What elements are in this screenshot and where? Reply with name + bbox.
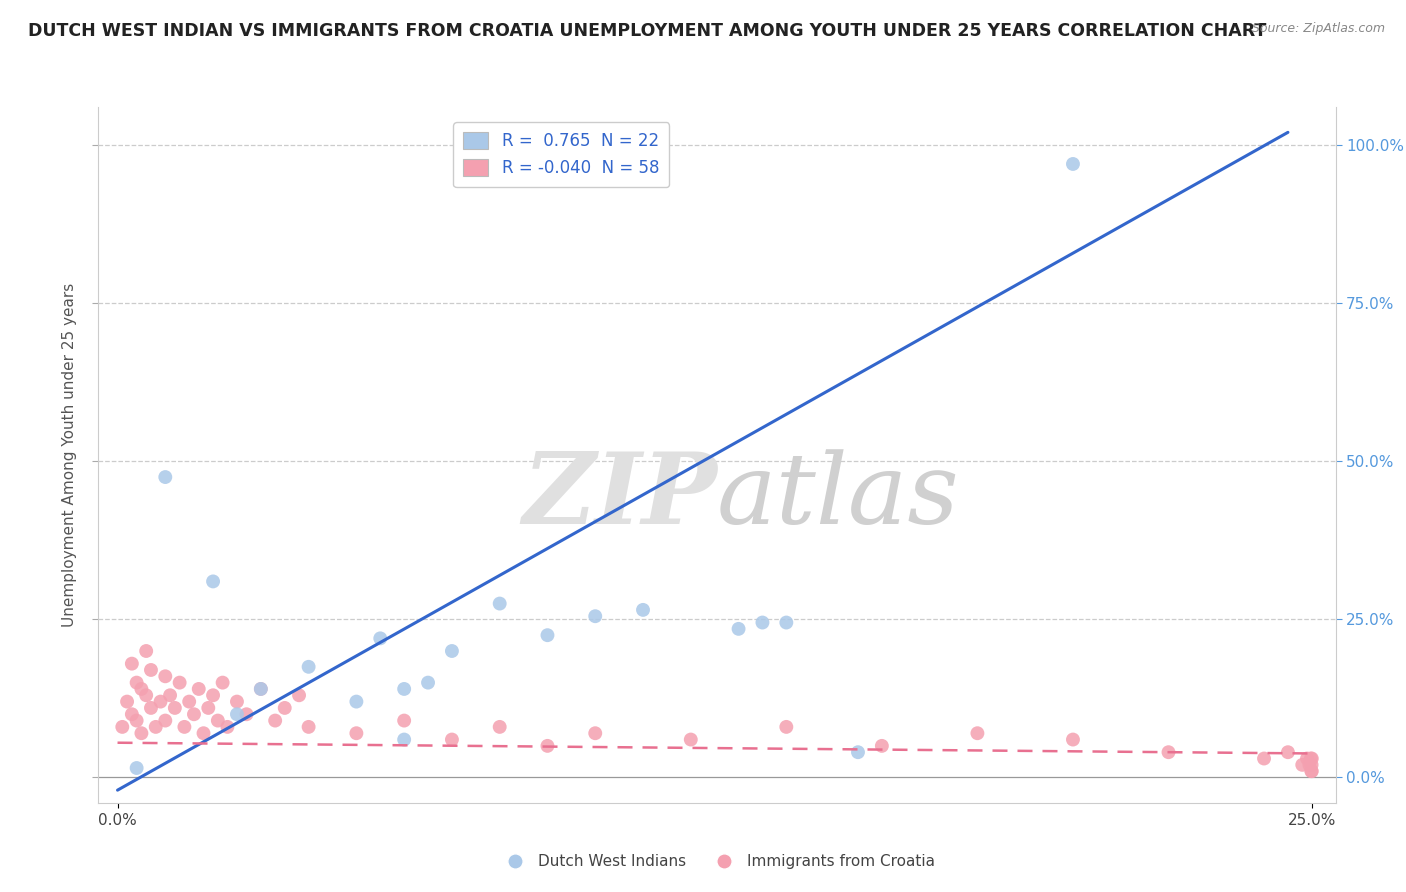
Point [1062,732,1084,747]
Point [1291,757,1313,772]
Point [207,714,229,728]
Point [1301,764,1323,779]
Point [1062,157,1084,171]
Point [250,681,273,696]
Point [392,714,415,728]
Point [155,669,177,683]
Point [139,663,162,677]
Point [145,720,167,734]
Point [679,732,702,747]
Point [536,628,558,642]
Point [344,726,367,740]
Point [226,695,249,709]
Point [751,615,773,630]
Point [155,470,177,484]
Point [1277,745,1299,759]
Point [135,688,157,702]
Point [727,622,749,636]
Point [846,745,869,759]
Text: ZIP: ZIP [522,449,717,545]
Point [1157,745,1180,759]
Point [1301,764,1323,779]
Point [1299,751,1322,765]
Point [392,681,415,696]
Point [583,609,606,624]
Point [1296,751,1319,765]
Point [297,660,319,674]
Point [274,701,297,715]
Y-axis label: Unemployment Among Youth under 25 years: Unemployment Among Youth under 25 years [62,283,77,627]
Point [583,726,606,740]
Point [235,707,257,722]
Point [392,732,415,747]
Point [187,681,209,696]
Point [121,657,143,671]
Text: Source: ZipAtlas.com: Source: ZipAtlas.com [1251,22,1385,36]
Point [183,707,205,722]
Point [202,688,225,702]
Point [139,701,162,715]
Point [344,695,367,709]
Point [131,726,153,740]
Point [250,681,273,696]
Point [115,695,138,709]
Point [155,714,177,728]
Point [368,632,391,646]
Point [1253,751,1275,765]
Point [966,726,988,740]
Point [217,720,239,734]
Point [1298,757,1320,772]
Point [159,688,181,702]
Point [173,720,195,734]
Point [1301,751,1323,765]
Point [211,675,233,690]
Point [135,644,157,658]
Point [416,675,439,690]
Point [775,615,797,630]
Point [202,574,225,589]
Point [1301,757,1323,772]
Point [197,701,219,715]
Point [125,714,148,728]
Point [193,726,215,740]
Point [775,720,797,734]
Point [121,707,143,722]
Legend: Dutch West Indians, Immigrants from Croatia: Dutch West Indians, Immigrants from Croa… [494,848,941,875]
Point [111,720,134,734]
Point [288,688,311,702]
Text: DUTCH WEST INDIAN VS IMMIGRANTS FROM CROATIA UNEMPLOYMENT AMONG YOUTH UNDER 25 Y: DUTCH WEST INDIAN VS IMMIGRANTS FROM CRO… [28,22,1267,40]
Point [297,720,319,734]
Point [536,739,558,753]
Point [631,603,654,617]
Point [488,720,510,734]
Point [179,695,201,709]
Point [125,761,148,775]
Point [264,714,287,728]
Point [163,701,186,715]
Point [169,675,191,690]
Point [870,739,893,753]
Point [488,597,510,611]
Point [440,732,463,747]
Point [226,707,249,722]
Point [149,695,172,709]
Text: atlas: atlas [717,449,960,544]
Point [440,644,463,658]
Point [131,681,153,696]
Point [125,675,148,690]
